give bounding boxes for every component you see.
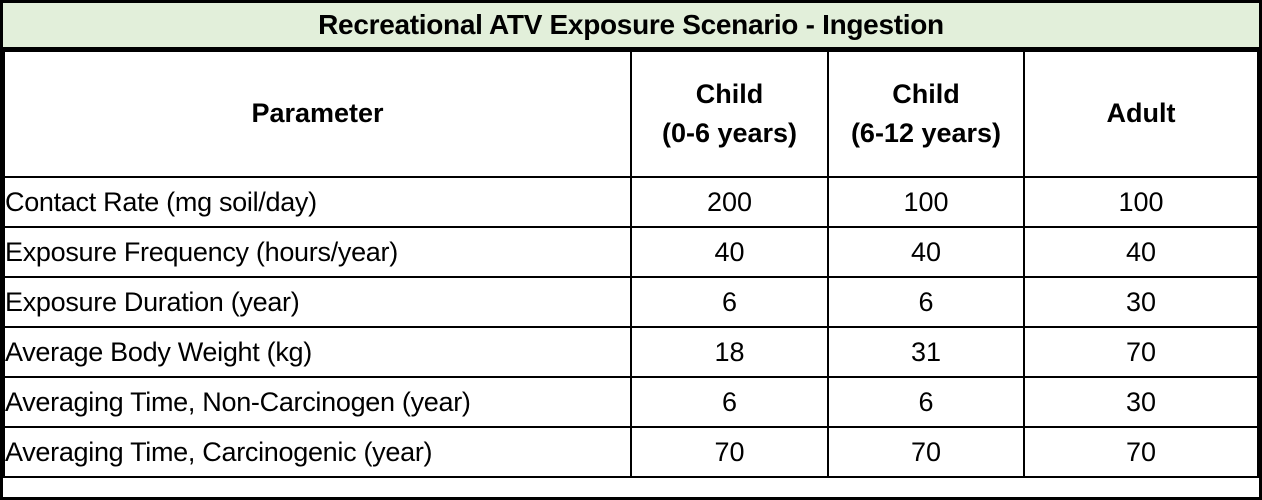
value-cell: 70 bbox=[827, 426, 1025, 478]
column-header-label: Parameter bbox=[251, 98, 384, 129]
parameter-cell: Averaging Time, Non-Carcinogen (year) bbox=[3, 376, 632, 428]
header-row: Parameter Child (0-6 years) Child (6-12 … bbox=[3, 50, 1259, 178]
table-row: Exposure Frequency (hours/year) 40 40 40 bbox=[3, 226, 1259, 278]
table-row: Averaging Time, Non-Carcinogen (year) 6 … bbox=[3, 376, 1259, 428]
value-cell: 70 bbox=[1023, 426, 1259, 478]
column-header-sublabel: (6-12 years) bbox=[850, 118, 1002, 148]
table-row: Averaging Time, Carcinogenic (year) 70 7… bbox=[3, 426, 1259, 478]
column-header-label: Adult bbox=[1106, 98, 1176, 129]
column-header-parameter: Parameter bbox=[3, 50, 632, 178]
value-cell: 18 bbox=[630, 326, 829, 378]
value-cell: 6 bbox=[827, 376, 1025, 428]
value-cell: 100 bbox=[827, 176, 1025, 228]
table-row: Exposure Duration (year) 6 6 30 bbox=[3, 276, 1259, 328]
value-cell: 200 bbox=[630, 176, 829, 228]
value-cell: 6 bbox=[827, 276, 1025, 328]
column-header-label: Child bbox=[695, 78, 764, 109]
column-header-child-0-6-years: Child (0-6 years) bbox=[630, 50, 829, 178]
table-row: Contact Rate (mg soil/day) 200 100 100 bbox=[3, 176, 1259, 228]
value-cell: 70 bbox=[630, 426, 829, 478]
table-row: Average Body Weight (kg) 18 31 70 bbox=[3, 326, 1259, 378]
parameter-cell: Exposure Duration (year) bbox=[3, 276, 632, 328]
value-cell: 6 bbox=[630, 276, 829, 328]
value-cell: 40 bbox=[827, 226, 1025, 278]
value-cell: 100 bbox=[1023, 176, 1259, 228]
parameter-table: Parameter Child (0-6 years) Child (6-12 … bbox=[3, 50, 1259, 478]
parameter-cell: Exposure Frequency (hours/year) bbox=[3, 226, 632, 278]
value-cell: 6 bbox=[630, 376, 829, 428]
column-header-label: Child bbox=[892, 78, 960, 109]
parameter-cell: Average Body Weight (kg) bbox=[3, 326, 632, 378]
value-cell: 31 bbox=[827, 326, 1025, 378]
column-header-adult: Adult bbox=[1023, 50, 1259, 178]
column-header-child-6-12-years: Child (6-12 years) bbox=[827, 50, 1025, 178]
value-cell: 30 bbox=[1023, 276, 1259, 328]
value-cell: 40 bbox=[630, 226, 829, 278]
column-header-sublabel: (0-6 years) bbox=[661, 118, 798, 148]
parameter-cell: Contact Rate (mg soil/day) bbox=[3, 176, 632, 228]
value-cell: 30 bbox=[1023, 376, 1259, 428]
value-cell: 40 bbox=[1023, 226, 1259, 278]
table-title: Recreational ATV Exposure Scenario - Ing… bbox=[3, 3, 1259, 50]
value-cell: 70 bbox=[1023, 326, 1259, 378]
parameter-cell: Averaging Time, Carcinogenic (year) bbox=[3, 426, 632, 478]
